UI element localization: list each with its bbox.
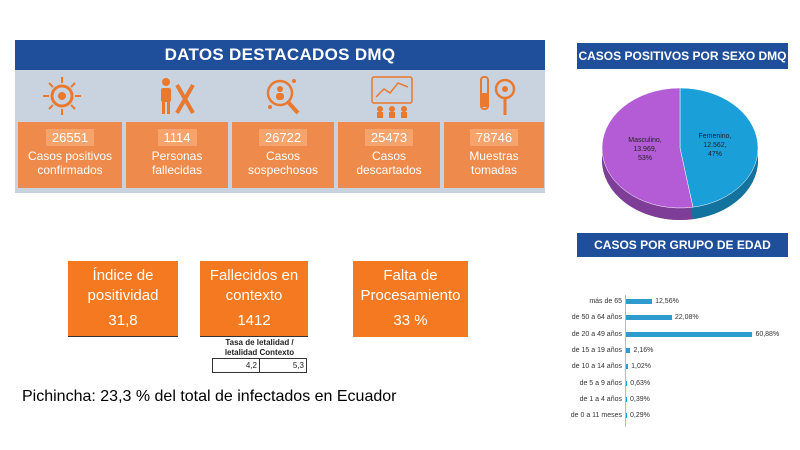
- bar: [626, 315, 672, 321]
- card-value: 26722: [258, 129, 308, 146]
- person-x-icon: [161, 78, 195, 114]
- card-muestras: 78746 Muestras tomadas: [444, 122, 544, 188]
- icon-row: [15, 73, 545, 119]
- kpi-title: Fallecidos en contexto: [209, 267, 299, 304]
- kpi-value: 31,8: [108, 312, 138, 329]
- bar: [626, 413, 627, 419]
- kpi-falta-procesamiento: Falta de Procesamiento 33 %: [353, 261, 468, 337]
- letalidad-value: 4,2: [212, 358, 260, 373]
- letalidad-table: Tasa de letalidad / letalidad Contexto 4…: [212, 338, 308, 373]
- card-label: Personas fallecidas: [151, 149, 203, 177]
- card-fallecidos: 1114 Personas fallecidas: [126, 122, 228, 188]
- kpi-fallecidos-contexto: Fallecidos en contexto 1412: [200, 261, 308, 337]
- group-icon: [371, 76, 413, 118]
- card-label: Casos descartados: [356, 149, 422, 177]
- card-label: Muestras tomadas: [469, 149, 519, 177]
- pie-slice-label: 13.969,: [633, 146, 656, 153]
- bar: [626, 380, 628, 386]
- bar-value-label: 1,02%: [631, 363, 651, 371]
- bar-row: de 50 a 64 años 22,08%: [540, 311, 800, 327]
- bar-category-label: de 5 a 9 años: [579, 379, 622, 387]
- bar-value-label: 22,08%: [674, 314, 699, 322]
- footer-note: Pichincha: 23,3 % del total de infectado…: [22, 388, 397, 405]
- pie-slice-label: 47%: [708, 151, 722, 158]
- bar: [626, 299, 653, 304]
- bar-row: más de 65 12,56%: [540, 295, 800, 311]
- virus-icon: [43, 77, 81, 115]
- bar-axis: [625, 295, 626, 427]
- bar-category-label: de 20 a 49 años: [571, 330, 622, 338]
- bar-row: de 1 a 4 años 0,39%: [540, 393, 800, 409]
- kpi-value: 1412: [237, 312, 271, 329]
- bar-category-label: más de 65: [589, 298, 622, 305]
- kpi-underline: [68, 336, 178, 337]
- bar: [626, 347, 631, 353]
- kpi-indice-positividad: Índice de positividad 31,8: [68, 261, 178, 337]
- bar-category-label: de 0 a 11 meses: [570, 412, 622, 420]
- bar-chart-title: CASOS POR GRUPO DE EDAD: [577, 233, 788, 257]
- bar-row: de 0 a 11 meses 0,29%: [540, 409, 800, 425]
- card-label: Casos sospechosos: [247, 149, 319, 177]
- bar-row: de 20 a 49 años 60,88%: [540, 328, 800, 344]
- bar: [626, 364, 629, 370]
- bar-category-label: de 15 a 19 años: [571, 346, 622, 354]
- bar-value-label: 0,29%: [630, 412, 650, 420]
- bar-category-label: de 1 a 4 años: [579, 395, 622, 403]
- pie-slice-label: Femenino,: [698, 133, 731, 140]
- sex-pie-chart: Femenino, 12.562, 47% Masculino, 13.969, 53%: [601, 87, 759, 220]
- pie-slice-label: Masculino,: [628, 137, 662, 144]
- bar-value-label: 0,39%: [630, 395, 650, 403]
- kpi-title: Índice de positividad: [87, 267, 159, 304]
- bar-value-label: 60,88%: [755, 330, 780, 338]
- kpi-underline: [200, 336, 308, 337]
- card-descartados: 25473 Casos descartados: [338, 122, 440, 188]
- card-casos-positivos: 26551 Casos positivos confirmados: [18, 122, 122, 188]
- bar-value-label: 2,16%: [633, 346, 654, 354]
- letalidad-contexto-value: 5,3: [258, 358, 308, 373]
- test-tube-icon: [480, 76, 516, 115]
- pie-chart-title: CASOS POSITIVOS POR SEXO DMQ: [577, 43, 788, 69]
- card-sospechosos: 26722 Casos sospechosos: [232, 122, 334, 188]
- pie-slice-label: 53%: [638, 155, 652, 162]
- bar-row: de 15 a 19 años 2,16%: [540, 344, 800, 360]
- bar-value-label: 12,56%: [655, 298, 679, 305]
- bar-row: de 5 a 9 años 0,63%: [540, 377, 800, 393]
- letalidad-header: Tasa de letalidad / letalidad Contexto: [212, 338, 307, 359]
- bar-row: de 10 a 14 años 1,02%: [540, 360, 800, 376]
- card-value: 25473: [364, 129, 414, 146]
- pie-slice-femenino: [679, 87, 759, 208]
- age-bar-chart: más de 65 12,56% de 50 a 64 años 22,08% de 2…: [540, 295, 800, 435]
- bar-category-label: de 50 a 64 años: [571, 314, 622, 322]
- card-value: 26551: [45, 129, 95, 146]
- pie-slice-masculino: [601, 87, 694, 209]
- kpi-value: 33 %: [393, 312, 428, 329]
- bar: [626, 331, 753, 337]
- kpi-title: Falta de Procesamiento: [360, 267, 461, 304]
- card-label: Casos positivos confirmados: [27, 149, 113, 177]
- bar-value-label: 0,63%: [630, 379, 651, 387]
- card-value: 78746: [469, 129, 519, 146]
- banner-title: DATOS DESTACADOS DMQ: [15, 40, 545, 70]
- bar: [626, 396, 627, 402]
- pie-slice-label: 12.562,: [703, 142, 726, 149]
- magnifier-people-icon: [266, 79, 300, 115]
- bar-category-label: de 10 a 14 años: [571, 363, 622, 371]
- card-value: 1114: [157, 129, 197, 146]
